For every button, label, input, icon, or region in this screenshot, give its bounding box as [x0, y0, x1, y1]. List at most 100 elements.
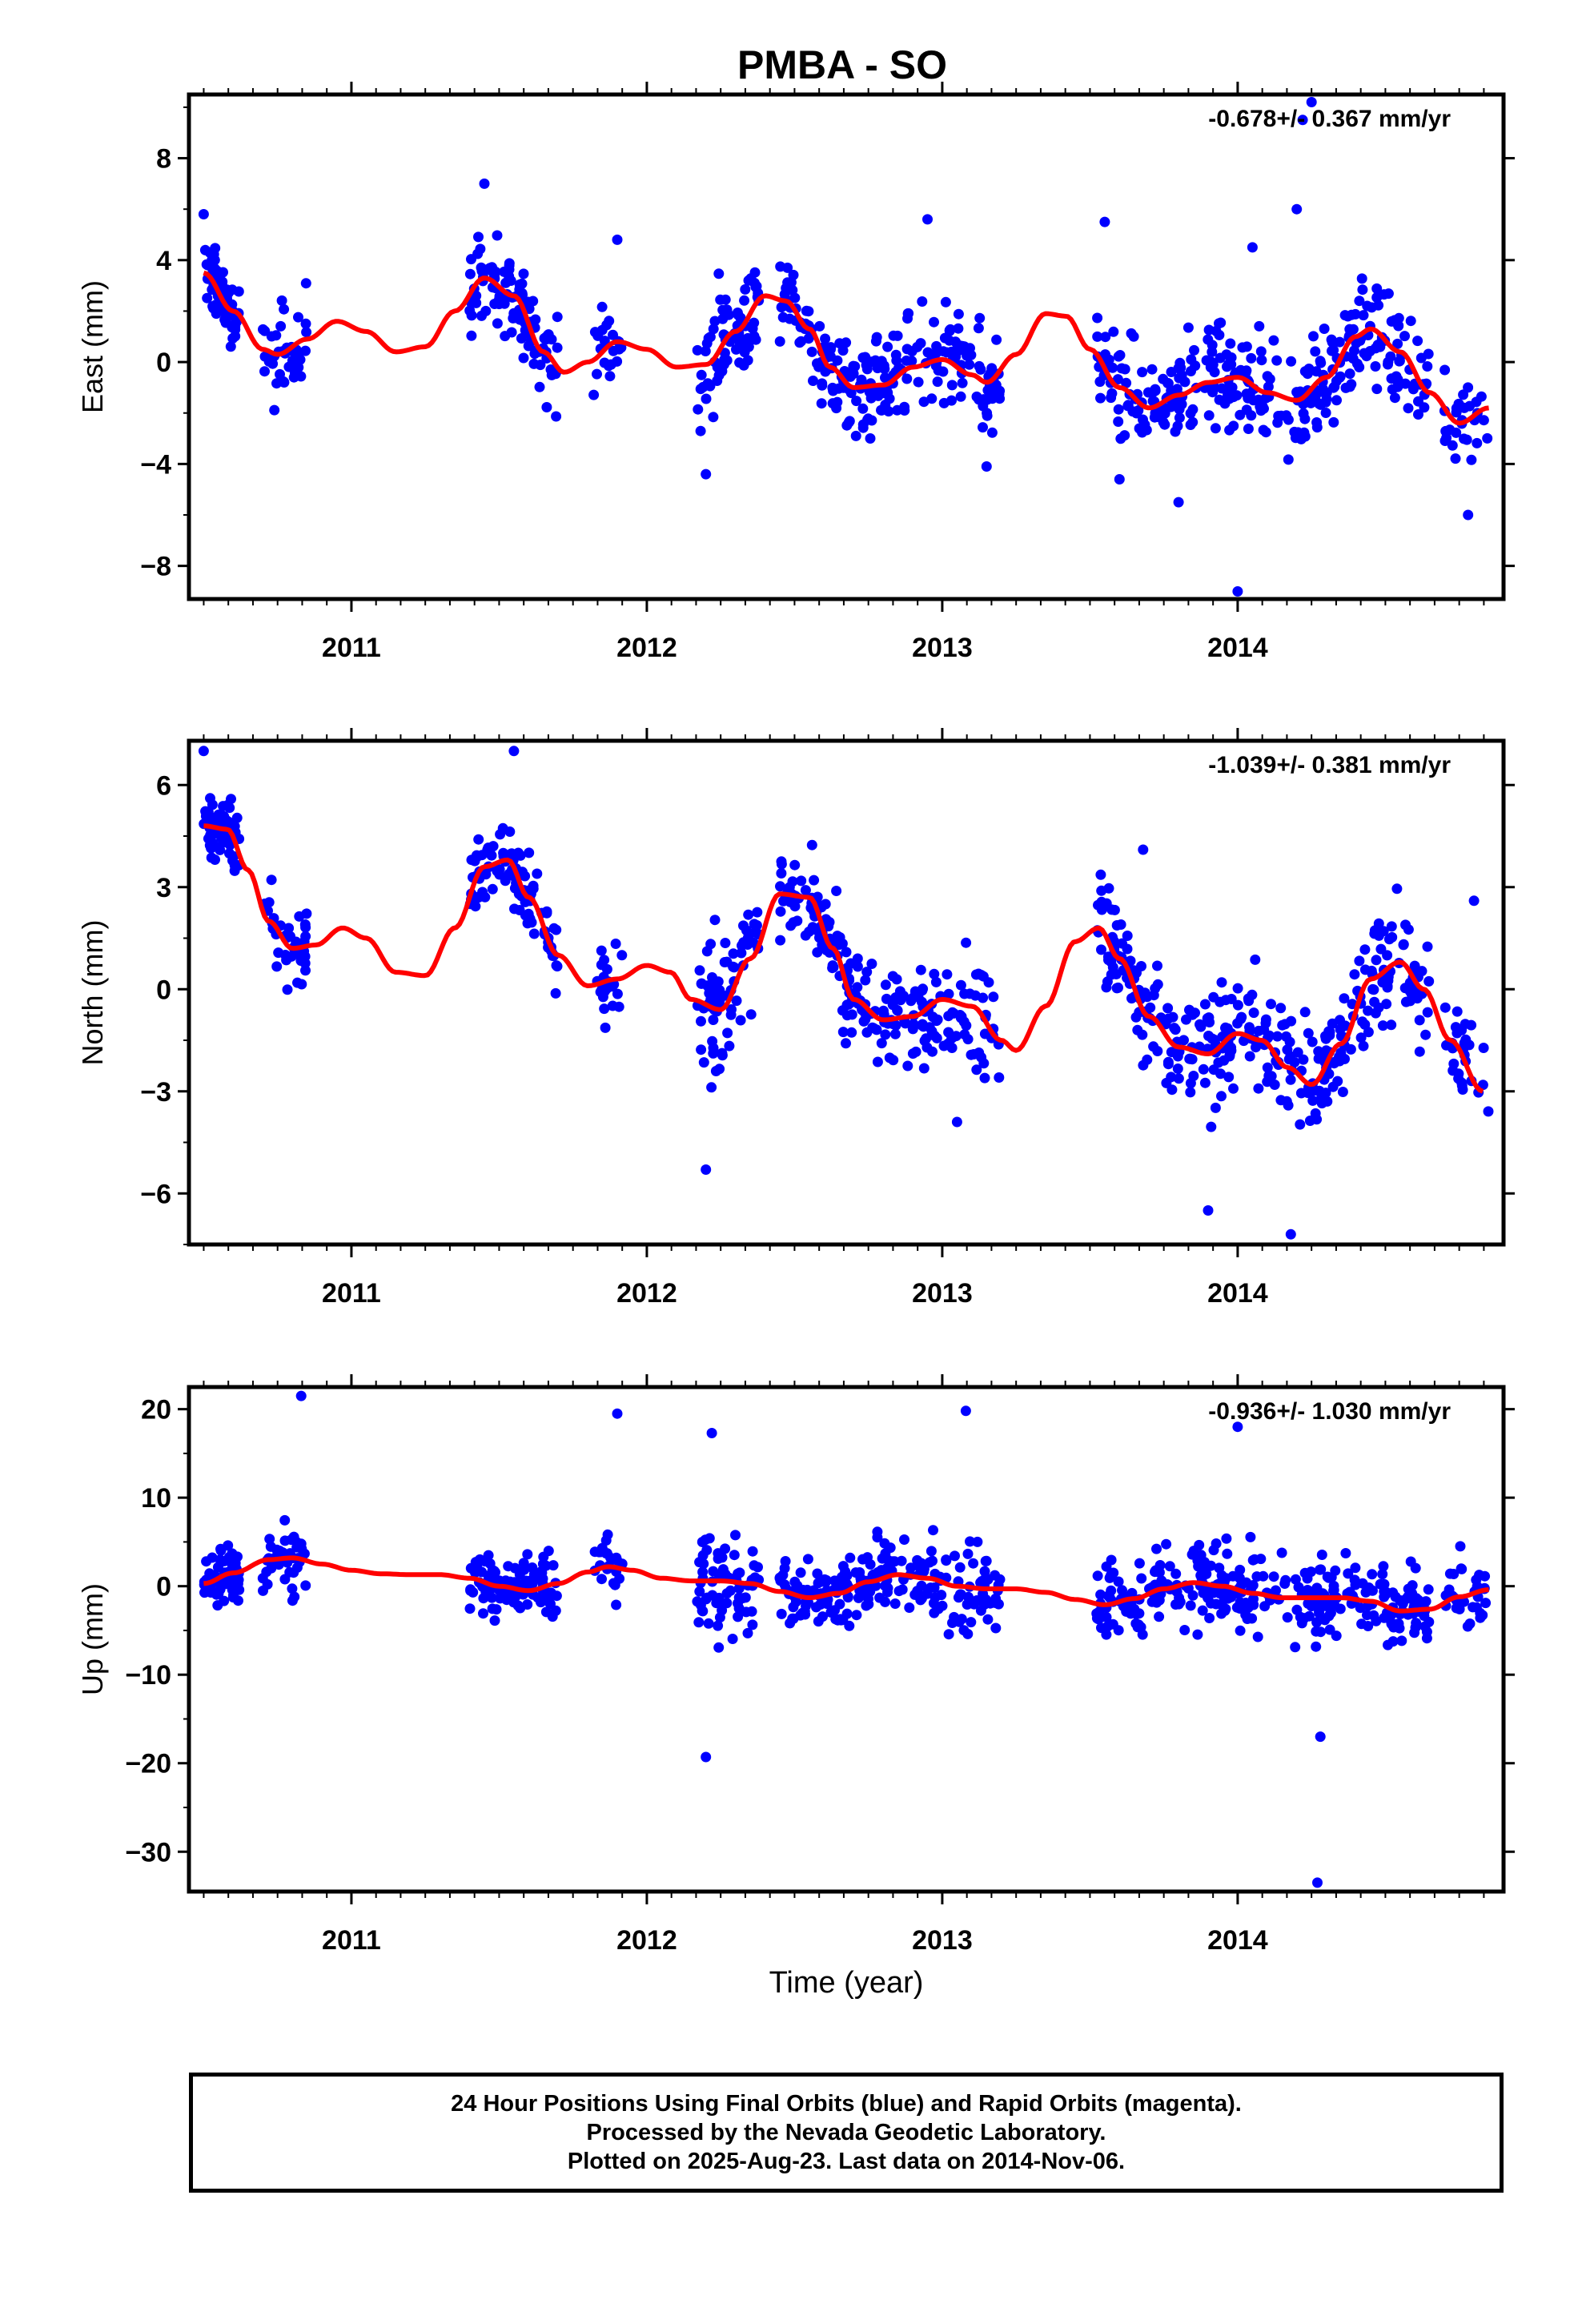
data-point: [951, 1116, 962, 1128]
data-point: [908, 1019, 919, 1030]
data-point: [538, 1551, 549, 1562]
y-tick-label: −6: [140, 1179, 171, 1209]
data-point: [722, 1027, 733, 1039]
data-point: [1378, 926, 1389, 937]
data-point: [198, 746, 209, 757]
data-point: [1463, 509, 1474, 521]
data-point: [697, 1605, 708, 1616]
data-point: [775, 906, 786, 917]
data-point: [552, 961, 563, 972]
data-point: [1239, 1035, 1249, 1047]
data-point: [1099, 216, 1110, 227]
data-point: [230, 321, 241, 332]
data-point: [1290, 1642, 1301, 1653]
data-point: [1208, 991, 1219, 1003]
data-point: [1189, 344, 1199, 356]
data-point: [499, 298, 510, 309]
data-point: [536, 1566, 547, 1577]
y-tick-label: 8: [156, 144, 171, 175]
data-point: [1396, 1635, 1407, 1647]
data-point: [953, 323, 964, 334]
data-point: [601, 963, 612, 975]
data-point: [1350, 308, 1361, 320]
data-point: [1232, 999, 1243, 1011]
data-point: [1303, 1027, 1314, 1039]
data-point: [1298, 1054, 1309, 1065]
data-point: [1403, 403, 1414, 414]
data-point: [1172, 1063, 1183, 1074]
data-point: [955, 391, 966, 402]
data-point: [828, 962, 839, 973]
data-point: [275, 368, 285, 380]
data-point: [1322, 1598, 1333, 1609]
data-point: [471, 850, 482, 861]
data-point: [1164, 1561, 1175, 1572]
data-point: [1111, 920, 1122, 931]
data-point: [841, 947, 852, 958]
data-point: [890, 349, 901, 360]
data-point: [1439, 1002, 1451, 1013]
data-point: [915, 1594, 926, 1606]
data-point: [938, 1040, 950, 1051]
data-point: [884, 1052, 895, 1063]
data-point: [1362, 1610, 1372, 1621]
data-point: [938, 346, 949, 357]
data-point: [1412, 336, 1423, 347]
y-tick-label: 10: [141, 1483, 171, 1514]
data-point: [981, 1555, 992, 1566]
data-point: [1297, 115, 1308, 126]
data-point: [524, 913, 534, 924]
data-point: [896, 1555, 907, 1566]
data-point: [207, 838, 219, 848]
data-point: [892, 1004, 903, 1015]
data-point: [928, 1525, 938, 1536]
data-point: [1232, 1421, 1243, 1433]
data-point: [973, 968, 984, 979]
data-point: [906, 356, 917, 367]
x-tick-label: 2011: [322, 633, 381, 663]
data-point: [866, 959, 877, 969]
data-point: [205, 259, 216, 270]
data-point: [518, 1558, 529, 1569]
data-point: [932, 376, 943, 388]
data-point: [1340, 1548, 1351, 1558]
data-point: [747, 1546, 758, 1557]
data-point: [1210, 423, 1221, 434]
data-point: [1315, 1626, 1326, 1638]
data-point: [1289, 1056, 1300, 1068]
data-point: [1250, 954, 1261, 965]
data-point: [925, 1582, 936, 1594]
data-point: [1192, 1629, 1203, 1640]
y-tick-label: −3: [140, 1077, 171, 1108]
data-point: [301, 327, 312, 338]
data-point: [843, 417, 854, 428]
data-point: [1330, 1565, 1341, 1576]
data-point: [1405, 1556, 1416, 1567]
data-point: [912, 1554, 923, 1566]
data-point: [993, 388, 1004, 399]
data-point: [1443, 1584, 1455, 1595]
x-tick-label: 2011: [322, 1925, 381, 1956]
data-point: [917, 296, 928, 307]
data-point: [776, 858, 787, 870]
data-point: [514, 1569, 525, 1580]
data-point: [852, 982, 863, 993]
data-point: [1137, 367, 1148, 378]
data-point: [713, 976, 724, 987]
data-point: [743, 909, 754, 920]
data-point: [295, 1390, 307, 1401]
data-point: [1235, 1564, 1246, 1575]
data-point: [1142, 1054, 1153, 1065]
data-point: [1299, 1567, 1311, 1578]
data-point: [1122, 943, 1133, 955]
data-point: [1355, 1032, 1367, 1043]
data-point: [230, 331, 241, 342]
data-point: [785, 920, 797, 931]
data-point: [1166, 385, 1177, 396]
data-point: [1203, 1031, 1214, 1041]
data-point: [295, 955, 307, 967]
data-point: [1466, 454, 1477, 465]
data-point: [947, 1618, 958, 1628]
data-point: [1423, 1616, 1435, 1627]
data-point: [1266, 999, 1276, 1010]
